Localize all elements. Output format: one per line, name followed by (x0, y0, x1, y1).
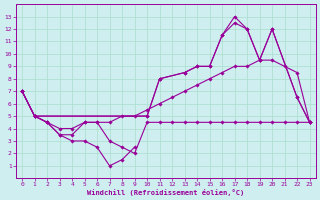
X-axis label: Windchill (Refroidissement éolien,°C): Windchill (Refroidissement éolien,°C) (87, 189, 244, 196)
